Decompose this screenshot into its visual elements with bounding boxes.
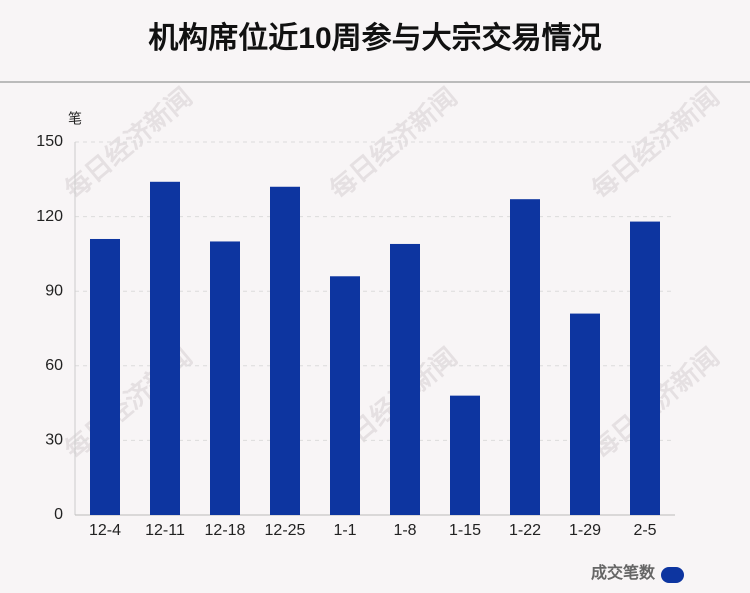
y-tick-label: 30 xyxy=(45,432,63,449)
y-tick-label: 90 xyxy=(45,282,63,299)
x-tick-label: 12-18 xyxy=(205,522,246,539)
bar xyxy=(90,238,120,516)
bar xyxy=(330,276,360,515)
y-tick-label: 0 xyxy=(54,506,63,523)
chart-title: 机构席位近10周参与大宗交易情况 xyxy=(148,21,601,55)
x-tick-label: 1-15 xyxy=(449,522,481,539)
bar xyxy=(150,181,180,515)
x-tick-label: 1-22 xyxy=(509,522,541,539)
x-tick-label: 1-8 xyxy=(393,522,416,539)
y-unit: 笔 xyxy=(68,111,82,127)
bar xyxy=(390,243,420,515)
legend-label: 成交笔数 xyxy=(591,563,656,582)
bar xyxy=(630,221,660,515)
legend-swatch xyxy=(661,567,684,583)
x-tick-label: 12-11 xyxy=(145,522,185,539)
y-tick-label: 60 xyxy=(45,357,63,374)
bar xyxy=(510,199,540,515)
x-tick-label: 12-4 xyxy=(89,522,121,539)
bar xyxy=(450,395,480,515)
x-tick-label: 12-25 xyxy=(265,522,306,539)
x-tick-label: 2-5 xyxy=(633,522,656,539)
x-tick-label: 1-29 xyxy=(569,522,601,539)
y-tick-label: 150 xyxy=(36,133,63,150)
bar xyxy=(270,186,300,515)
bar xyxy=(570,313,600,515)
y-tick-label: 120 xyxy=(36,208,63,225)
x-tick-label: 1-1 xyxy=(333,522,356,539)
bar xyxy=(210,241,240,515)
